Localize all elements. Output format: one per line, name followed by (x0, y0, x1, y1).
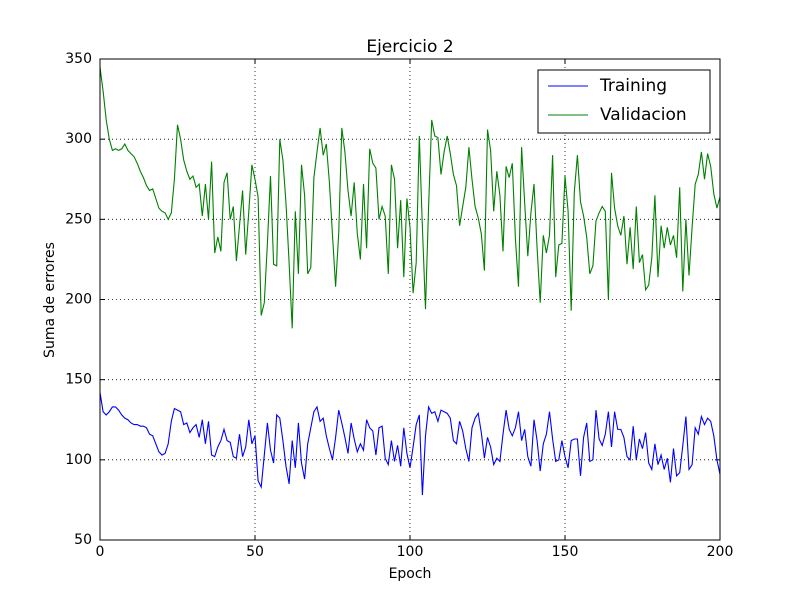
y-tick-label: 300 (65, 131, 92, 147)
y-tick-label: 200 (65, 292, 92, 308)
y-tick-label: 100 (65, 452, 92, 468)
y-tick-label: 350 (65, 51, 92, 67)
x-tick-label: 200 (707, 544, 734, 560)
series-line (99, 66, 721, 329)
legend-label: Validacion (600, 105, 687, 125)
legend-label: Training (599, 76, 667, 96)
x-tick-label: 150 (552, 544, 579, 560)
y-tick-label: 50 (74, 532, 92, 548)
plot-frame (99, 58, 721, 541)
y-tick-label: 250 (65, 211, 92, 227)
y-axis-label: Suma de errores (42, 242, 58, 358)
x-tick-label: 100 (397, 544, 424, 560)
legend-box (537, 69, 711, 134)
x-axis-label: Epoch (389, 566, 432, 582)
x-tick-label: 0 (96, 544, 105, 560)
series-line (99, 392, 721, 496)
chart-title: Ejercicio 2 (366, 37, 453, 57)
y-tick-label: 150 (65, 372, 92, 388)
x-tick-label: 50 (246, 544, 264, 560)
